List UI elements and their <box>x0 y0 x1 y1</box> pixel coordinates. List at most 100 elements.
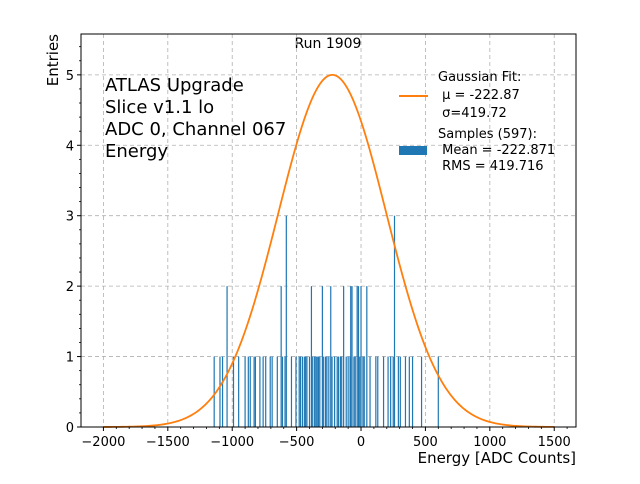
histogram-bars <box>213 215 439 427</box>
histogram-bar <box>323 356 325 427</box>
histogram-bar <box>347 356 349 427</box>
histogram-bar <box>312 356 314 427</box>
histogram-bar <box>226 286 228 427</box>
legend-samples-line-3: RMS = 419.716 <box>438 159 544 174</box>
histogram-bar <box>354 356 356 427</box>
histogram-bar <box>356 286 358 427</box>
x-tick-label: −500 <box>279 435 315 450</box>
histogram-bar <box>351 286 353 427</box>
histogram-bar <box>238 356 240 427</box>
histogram-bar <box>341 356 343 427</box>
histogram-bar <box>404 356 407 427</box>
histogram-bar <box>350 286 352 427</box>
histogram-bar <box>397 356 399 427</box>
histogram-bar <box>219 356 221 427</box>
annotation-line-4: Energy <box>105 141 168 162</box>
histogram-bar <box>253 356 255 427</box>
histogram-bar <box>247 356 249 427</box>
y-tick-label: 4 <box>66 139 74 154</box>
histogram-bar <box>377 356 379 427</box>
histogram-bar <box>366 286 368 427</box>
y-tick-label: 1 <box>66 351 74 366</box>
gaussian-fit-line <box>103 73 555 428</box>
x-tick-label: −1500 <box>146 435 190 450</box>
annotation-line-2: Slice v1.1 lo <box>105 97 214 118</box>
histogram-bar <box>437 356 439 427</box>
histogram-bar <box>249 356 251 427</box>
histogram-bar <box>390 356 392 427</box>
x-tick-label: 0 <box>357 435 365 450</box>
histogram-bar <box>314 356 316 427</box>
histogram-bar <box>353 356 355 427</box>
y-tick-label: 0 <box>66 421 74 436</box>
y-tick-label: 5 <box>66 69 74 84</box>
histogram-bar <box>359 356 361 427</box>
histogram-bar <box>316 356 318 427</box>
histogram-bar <box>336 356 338 427</box>
histogram-bar <box>349 356 351 427</box>
histogram-bar <box>305 356 307 427</box>
legend-samples-swatch <box>399 146 427 155</box>
histogram-bar <box>262 356 264 427</box>
plot-frame <box>80 33 577 428</box>
histogram-bar <box>281 356 284 427</box>
histogram-bar <box>363 356 365 427</box>
histogram-bar <box>284 356 286 427</box>
histogram-bar <box>343 286 345 427</box>
histogram-bar <box>319 356 321 427</box>
annotation-line-1: ATLAS Upgrade <box>105 75 244 96</box>
histogram-bar <box>298 356 300 427</box>
histogram-bar <box>339 356 342 427</box>
histogram-bar <box>276 356 278 427</box>
histogram-bar <box>254 356 257 427</box>
x-tick-label: 1000 <box>473 435 506 450</box>
histogram-bar <box>321 286 323 427</box>
histogram-bar <box>265 356 267 427</box>
histogram-bar <box>375 356 377 427</box>
histogram-bar <box>408 356 410 427</box>
histogram-bar <box>271 356 273 427</box>
legend-fit-line-1: Gaussian Fit: <box>438 70 521 85</box>
histogram-bar <box>331 356 333 427</box>
legend-samples-line-1: Samples (597): <box>438 127 537 142</box>
x-tick-label: 1500 <box>538 435 571 450</box>
legend-fit-line-2: μ = -222.87 <box>438 88 520 103</box>
x-tick-label: 500 <box>413 435 438 450</box>
histogram-bar <box>259 356 261 427</box>
histogram-bar <box>301 356 304 427</box>
histogram-bar <box>369 356 371 427</box>
histogram-bar <box>387 356 389 427</box>
histogram-bar <box>280 286 282 427</box>
histogram-bar <box>295 356 297 427</box>
histogram-bar <box>399 356 401 427</box>
legend-samples-line-2: Mean = -222.871 <box>438 143 555 158</box>
histogram-bar <box>317 356 320 427</box>
x-axis-label: Energy [ADC Counts] <box>418 449 576 467</box>
histogram-bar <box>345 356 347 427</box>
annotation-text: ATLAS Upgrade Slice v1.1 lo ADC 0, Chann… <box>105 75 286 162</box>
y-tick-label: 2 <box>66 280 74 295</box>
histogram-bar <box>328 356 330 427</box>
histogram-bar <box>232 356 235 427</box>
y-tick-label: 3 <box>66 210 74 225</box>
y-axis-label: Entries <box>44 34 62 86</box>
histogram-bar <box>362 356 364 427</box>
legend: Gaussian Fit: μ = -222.87 σ=419.72 Sampl… <box>399 70 555 174</box>
histogram-bar <box>285 215 287 427</box>
histogram-bar <box>213 356 215 427</box>
histogram-bar <box>308 356 311 427</box>
histogram-bar <box>420 356 423 427</box>
histogram-bar <box>392 356 394 427</box>
x-axis-ticks: −2000 −1500 −1000 −500 0 500 1000 1500 <box>81 427 571 450</box>
annotation-line-3: ADC 0, Channel 067 <box>105 119 286 140</box>
histogram-bar <box>382 356 385 427</box>
histogram-bar <box>393 215 396 427</box>
histogram-bar <box>330 286 332 427</box>
histogram-bar <box>360 286 362 427</box>
histogram-bar <box>357 286 360 427</box>
histogram-bar <box>325 356 327 427</box>
histogram-bar <box>244 356 246 427</box>
legend-fit-line-3: σ=419.72 <box>438 106 507 121</box>
histogram-bar <box>269 356 271 427</box>
